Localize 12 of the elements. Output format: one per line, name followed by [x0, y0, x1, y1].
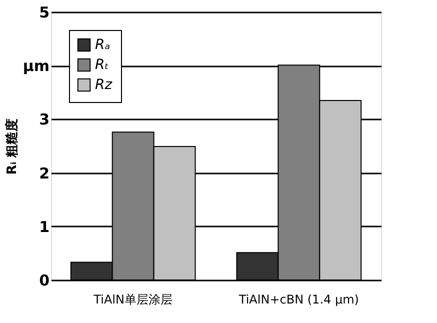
legend-label: Rₐ [95, 37, 110, 53]
y-axis-title: Rᵢ 粗糙度 [4, 118, 20, 175]
y-tick-label: 1 [39, 218, 50, 236]
y-tick-label: 2 [39, 164, 50, 182]
y-tick-label: μm [22, 57, 50, 76]
x-tick-label: TiAlN单层涂层 [92, 292, 172, 306]
legend-label: Rₜ [95, 57, 109, 73]
y-tick-label: 5 [39, 4, 50, 22]
y-tick-label: 0 [39, 272, 50, 290]
x-tick-label: TiAlN+cBN (1.4 μm) [238, 292, 359, 306]
y-tick-label: 3 [39, 110, 50, 129]
legend-label: Rz [95, 77, 113, 93]
